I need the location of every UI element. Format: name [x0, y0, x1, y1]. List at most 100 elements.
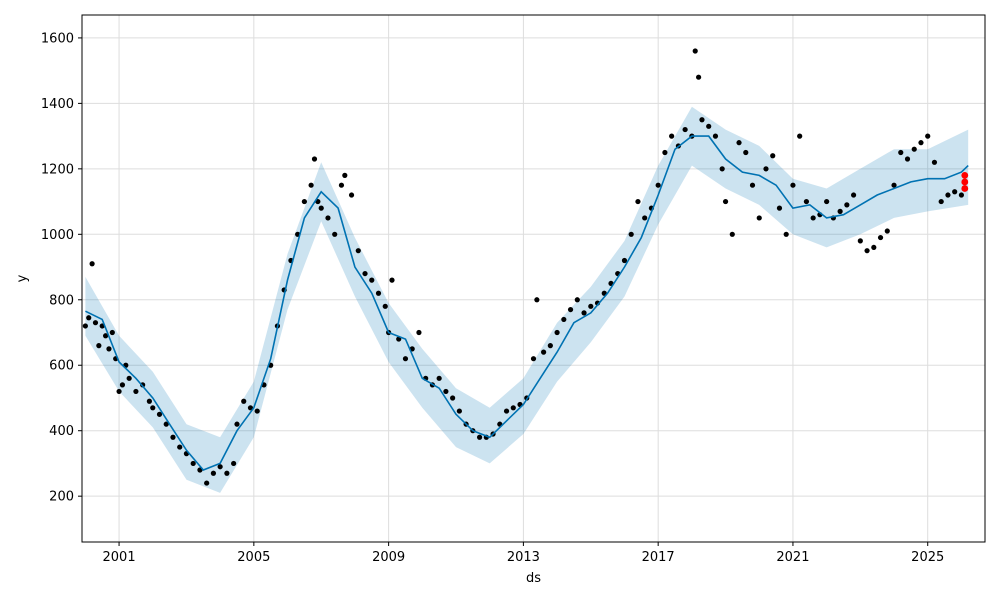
observed-point: [692, 48, 698, 54]
observed-point: [925, 133, 931, 139]
observed-point: [443, 388, 449, 395]
observed-point: [102, 333, 109, 339]
observed-point: [574, 297, 580, 303]
x-tick-label: 2025: [911, 550, 944, 565]
observed-point: [547, 343, 553, 349]
observed-point: [224, 470, 230, 476]
y-tick-label: 800: [49, 293, 74, 308]
observed-point: [362, 270, 368, 277]
observed-point: [669, 133, 675, 139]
observed-point: [554, 329, 560, 336]
observed-point: [416, 329, 422, 336]
observed-point: [561, 316, 567, 323]
observed-point: [729, 231, 735, 237]
observed-point: [534, 297, 540, 303]
observed-point: [332, 231, 338, 237]
observed-point: [824, 198, 830, 205]
observed-point: [325, 215, 331, 221]
observed-point: [217, 464, 223, 470]
uncertainty-band-layer: [85, 106, 969, 493]
observed-point: [541, 349, 547, 355]
observed-point: [871, 244, 877, 251]
observed-point: [530, 356, 537, 362]
observed-point: [92, 320, 99, 326]
grid: [82, 15, 985, 542]
observed-point: [682, 126, 688, 133]
observed-point: [803, 198, 810, 205]
observed-point: [146, 398, 152, 404]
observed-point: [770, 153, 776, 159]
observed-point: [581, 310, 587, 316]
observed-point: [89, 261, 95, 267]
observed-point: [170, 434, 176, 440]
observed-point: [247, 405, 254, 411]
observed-point: [116, 388, 122, 395]
observed-point: [952, 189, 958, 195]
highlight-point: [961, 178, 969, 186]
forecast-line-layer: [85, 135, 969, 471]
y-axis-ticks: 200 400 600 800 1000 1200 1400 1600: [41, 31, 82, 505]
observed-point: [857, 238, 863, 244]
y-tick-label: 1600: [41, 31, 74, 46]
observed-point: [776, 205, 783, 211]
y-tick-label: 1200: [41, 162, 74, 177]
observed-point: [864, 248, 870, 254]
x-tick-label: 2021: [776, 550, 809, 565]
observed-point: [783, 231, 789, 237]
observed-point: [82, 323, 88, 329]
observed-point: [662, 149, 668, 156]
y-tick-label: 600: [49, 359, 74, 374]
observed-point: [109, 329, 115, 336]
observed-point: [945, 192, 951, 198]
observed-point: [241, 398, 247, 404]
observed-point: [456, 408, 462, 414]
observed-point: [476, 434, 483, 440]
y-tick-label: 1000: [41, 228, 74, 243]
observed-point: [911, 146, 917, 152]
observed-point: [301, 198, 307, 205]
forecast-line: [85, 135, 969, 471]
observed-point: [588, 303, 594, 309]
observed-point: [891, 182, 897, 188]
observed-point: [884, 228, 890, 234]
observed-point: [635, 198, 641, 205]
x-tick-label: 2001: [103, 550, 136, 565]
observed-point: [96, 343, 102, 349]
observed-point: [642, 215, 648, 221]
y-tick-label: 200: [49, 490, 74, 505]
x-tick-label: 2005: [237, 550, 270, 565]
observed-point: [119, 382, 126, 388]
observed-point: [712, 133, 719, 139]
observed-point: [918, 140, 924, 146]
observed-point: [503, 408, 510, 414]
observed-point: [254, 408, 260, 414]
x-axis-label: ds: [526, 571, 541, 586]
observed-point: [510, 405, 516, 411]
observed-point: [204, 480, 210, 486]
x-tick-label: 2017: [642, 550, 675, 565]
highlight-point: [961, 171, 969, 179]
observed-point: [810, 215, 816, 221]
observed-point: [450, 395, 456, 401]
observed-point: [369, 277, 375, 283]
observed-point: [190, 460, 196, 467]
observed-point: [126, 375, 132, 381]
observed-point: [790, 182, 796, 188]
observed-point: [375, 290, 382, 296]
observed-point: [719, 166, 725, 172]
observed-point: [210, 470, 217, 476]
observed-point: [898, 149, 904, 156]
observed-point: [342, 172, 348, 178]
observed-point: [844, 202, 850, 208]
plot-frame: [81, 14, 986, 543]
observed-point: [655, 182, 661, 188]
observed-point: [797, 133, 803, 139]
observed-point: [850, 192, 857, 198]
highlight-points-layer: [961, 171, 969, 192]
observed-point: [106, 346, 112, 352]
observed-point: [938, 198, 944, 205]
observed-point: [177, 444, 183, 450]
observed-point: [756, 215, 762, 221]
